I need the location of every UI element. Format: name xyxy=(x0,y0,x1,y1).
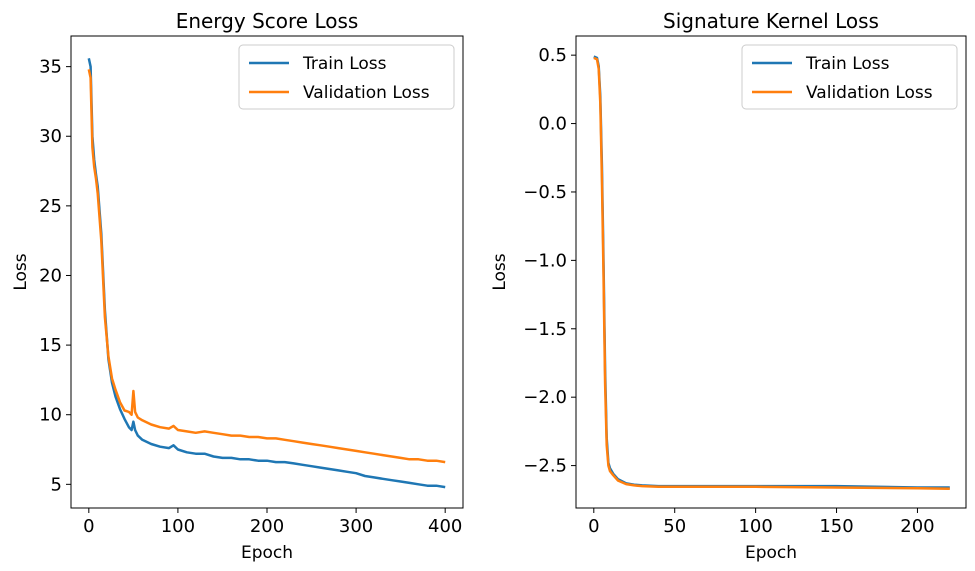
chart-title: Signature Kernel Loss xyxy=(663,9,879,33)
y-axis-label: Loss xyxy=(490,253,510,290)
x-tick-label: 0 xyxy=(588,516,599,537)
x-tick-label: 50 xyxy=(663,516,686,537)
energy-score-chart: Energy Score Loss 0 100 200 300 400 5 10 15 20 25 3… xyxy=(11,9,464,563)
x-tick-label: 200 xyxy=(900,516,934,537)
x-tick-label: 0 xyxy=(83,516,94,537)
x-tick-label: 400 xyxy=(428,516,462,537)
x-tick-label: 150 xyxy=(819,516,853,537)
y-tick-label: −0.5 xyxy=(523,182,567,203)
legend-entry: Train Loss xyxy=(805,54,890,74)
x-tick-label: 100 xyxy=(738,516,772,537)
x-tick-label: 300 xyxy=(339,516,373,537)
series-line-train xyxy=(87,58,446,489)
y-tick-label: 10 xyxy=(39,405,62,426)
chart-title: Energy Score Loss xyxy=(176,9,359,33)
y-tick-label: 15 xyxy=(39,335,62,356)
y-tick-label: −2.0 xyxy=(523,387,567,408)
series-line-train xyxy=(593,55,950,489)
legend-entry: Validation Loss xyxy=(806,83,933,103)
y-axis-label: Loss xyxy=(11,253,31,290)
y-tick-label: −1.0 xyxy=(523,250,567,271)
x-axis-label: Epoch xyxy=(745,543,797,563)
legend-entry: Validation Loss xyxy=(303,83,430,103)
y-tick-label: 30 xyxy=(39,126,62,147)
legend: Train Loss Validation Loss xyxy=(238,44,455,110)
y-tick-label: 20 xyxy=(39,265,62,286)
y-tick-label: 25 xyxy=(39,196,62,217)
legend-entry: Train Loss xyxy=(302,54,387,74)
legend: Train Loss Validation Loss xyxy=(741,44,958,110)
y-tick-label: 0.5 xyxy=(538,45,567,66)
series-line-validation xyxy=(593,56,950,491)
y-tick-label: 35 xyxy=(39,57,62,78)
x-tick-label: 100 xyxy=(161,516,195,537)
x-tick-label: 200 xyxy=(250,516,284,537)
series-line-validation xyxy=(87,69,446,464)
y-tick-label: −1.5 xyxy=(523,319,567,340)
legend-frame xyxy=(741,44,958,110)
legend-frame xyxy=(238,44,455,110)
y-tick-label: 0.0 xyxy=(538,114,567,135)
y-tick-label: −2.5 xyxy=(523,456,567,477)
x-axis-label: Epoch xyxy=(241,543,293,563)
signature-kernel-chart: Signature Kernel Loss 0 50 100 150 200 0.5 0.0 −… xyxy=(490,9,967,563)
y-tick-label: 5 xyxy=(51,474,62,495)
plot-area xyxy=(575,35,967,509)
